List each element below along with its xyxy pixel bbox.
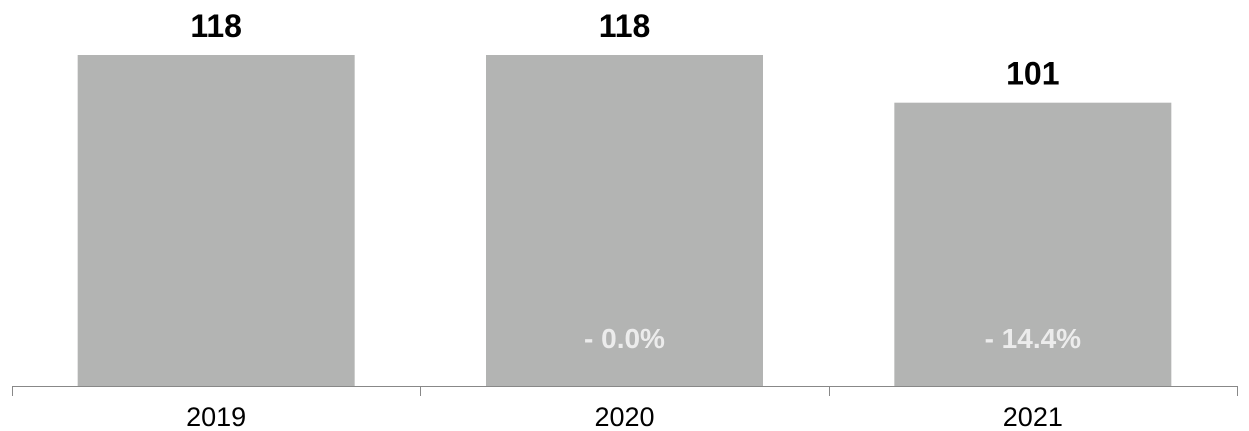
x-axis [12, 386, 1238, 396]
bar-2021 [894, 102, 1172, 387]
value-label-2021: 101 [1006, 56, 1059, 92]
x-tick-label-2020: 2020 [594, 402, 654, 431]
labels-layer: 118 2019 118 - 0.0% 2020 101 - 14.4% 2021 [186, 8, 1081, 431]
value-label-2020: 118 [599, 8, 651, 44]
x-tick-label-2021: 2021 [1003, 402, 1063, 431]
bar-2020 [486, 55, 763, 386]
change-label-2020: - 0.0% [584, 323, 665, 354]
value-label-2019: 118 [190, 8, 242, 44]
bars-layer [77, 55, 1172, 387]
x-tick-label-2019: 2019 [186, 402, 246, 431]
bar-2019 [77, 55, 355, 386]
change-label-2021: - 14.4% [985, 323, 1082, 354]
